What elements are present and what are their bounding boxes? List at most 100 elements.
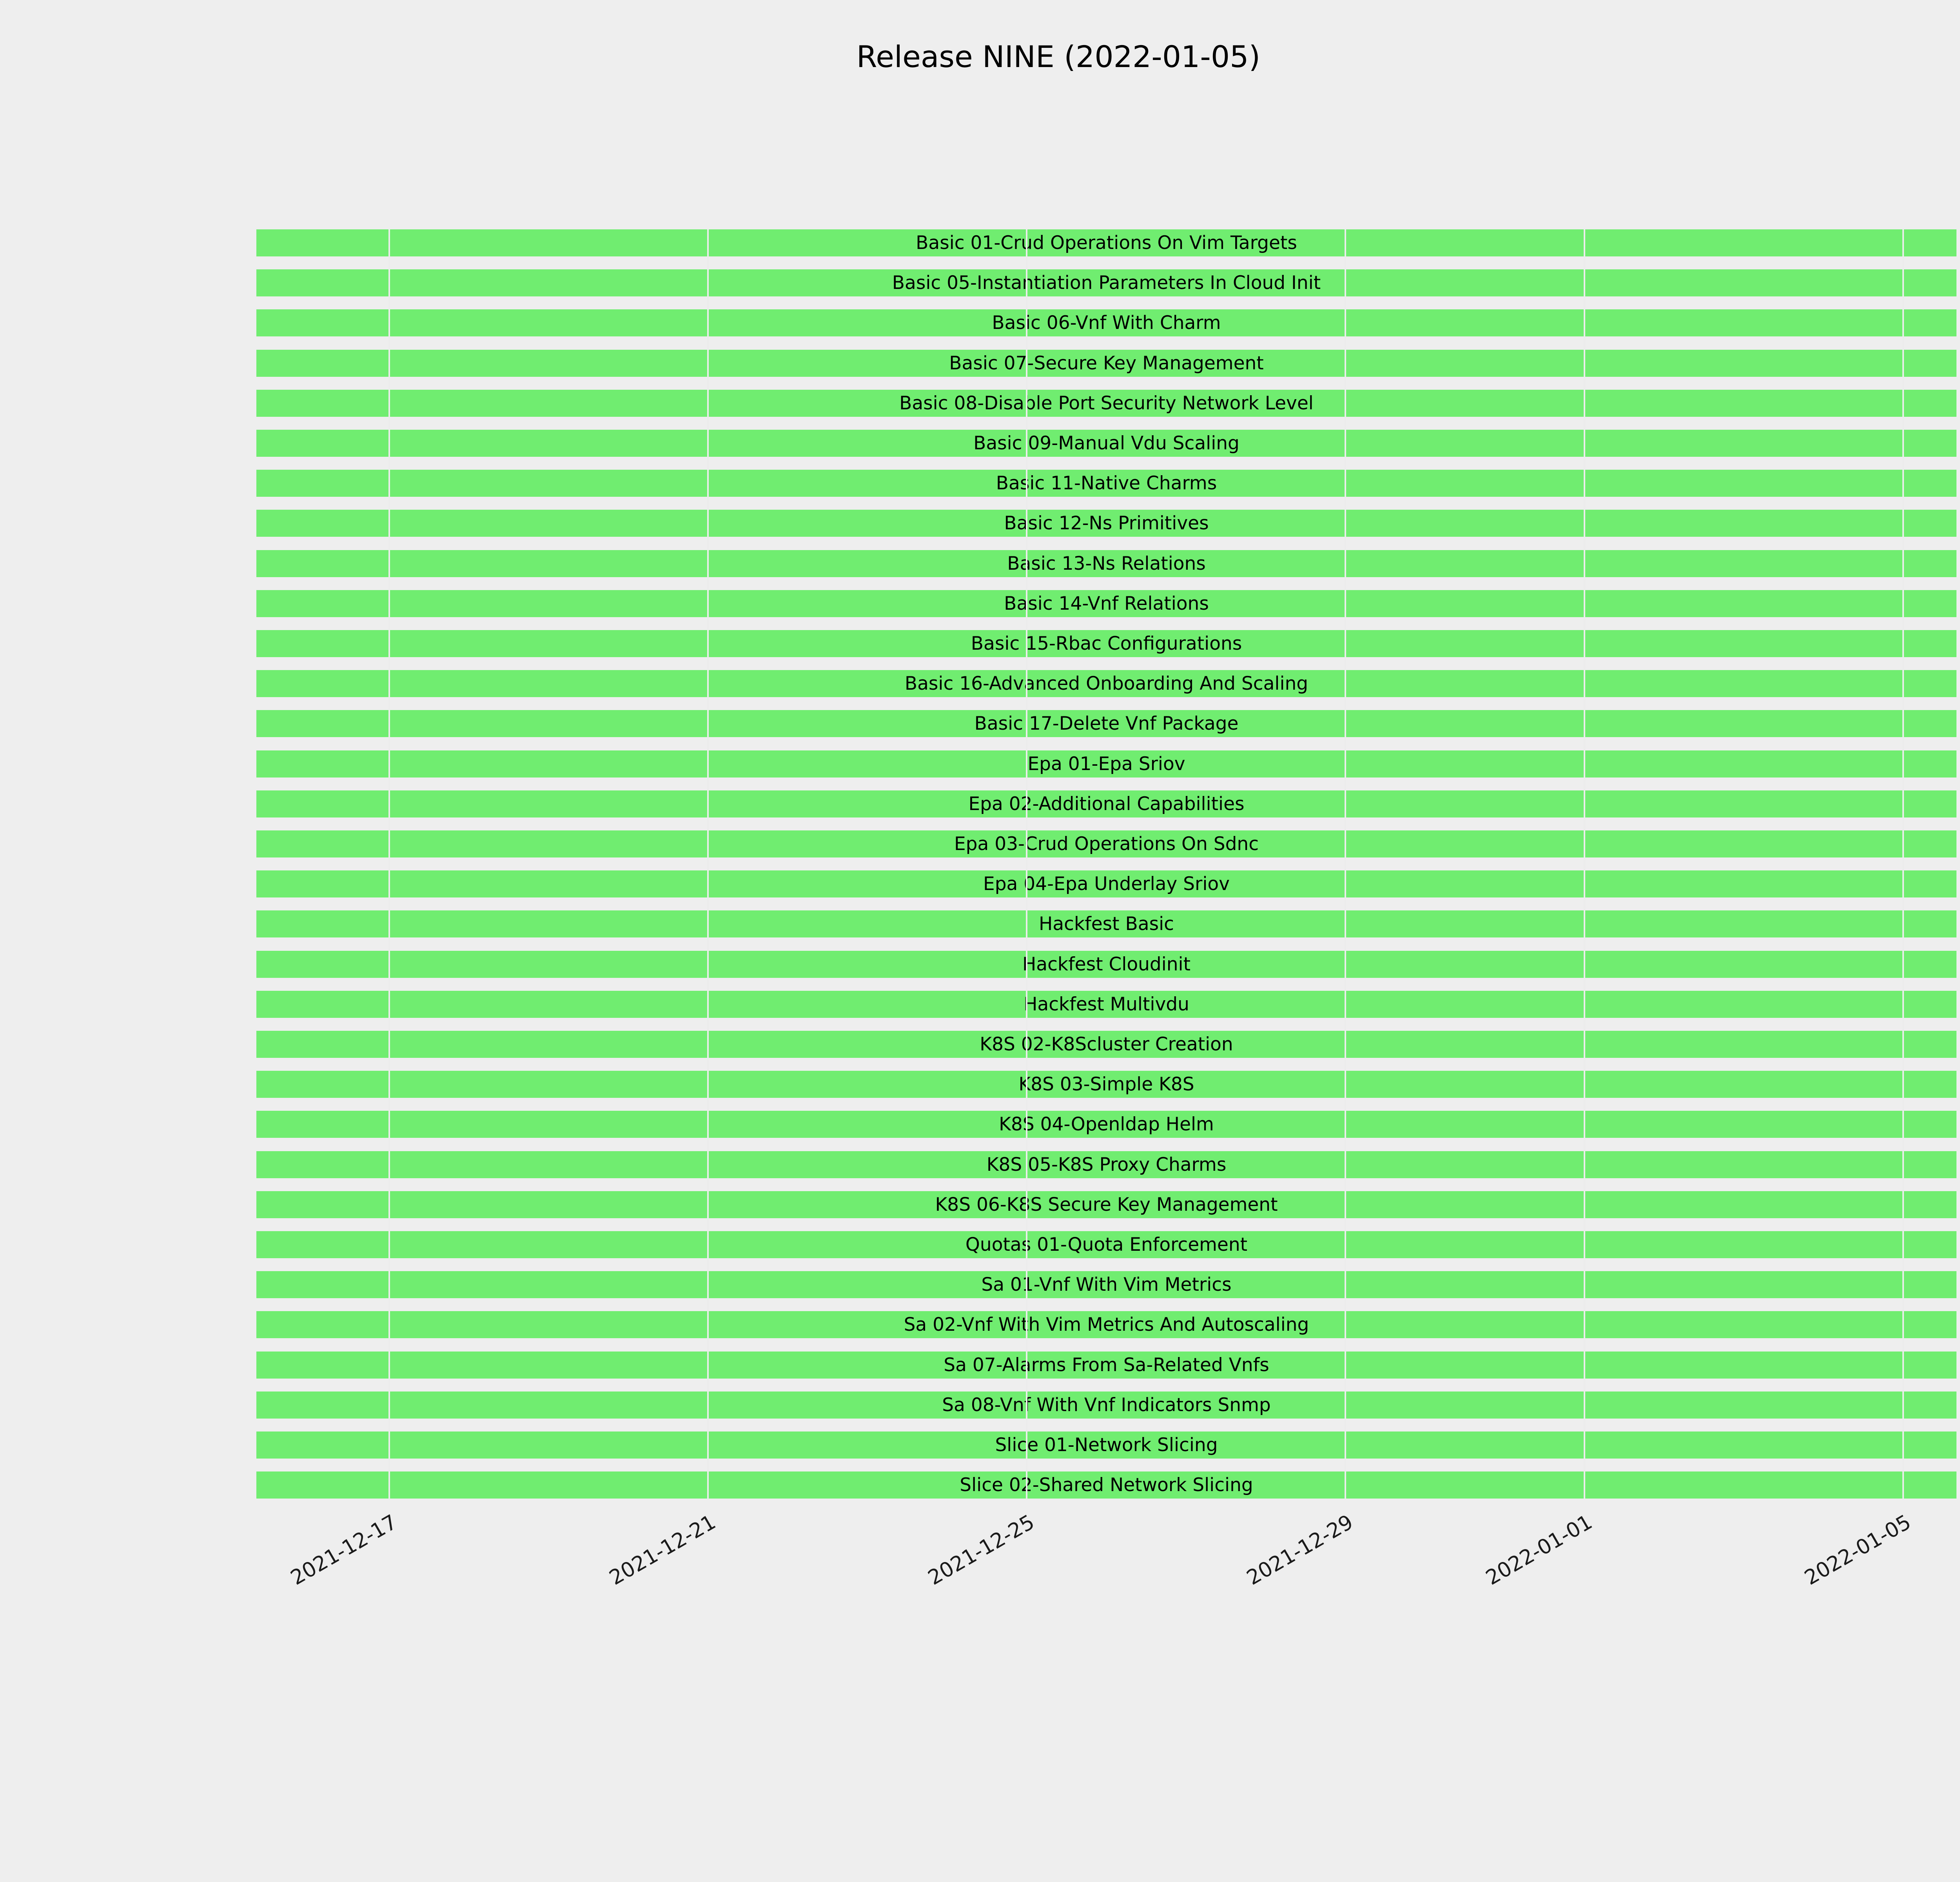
gantt-row: Basic 08-Disable Port Security Network L…: [256, 389, 1956, 417]
gantt-bar: Epa 02-Additional Capabilities: [256, 790, 1956, 817]
task-label: Basic 01-Crud Operations On Vim Targets: [916, 232, 1297, 254]
x-gridline: [1026, 229, 1028, 1499]
x-gridline: [1584, 229, 1586, 1499]
task-label: Hackfest Multivdu: [1024, 993, 1189, 1015]
task-label: Slice 02-Shared Network Slicing: [960, 1474, 1253, 1496]
task-label: Basic 08-Disable Port Security Network L…: [899, 392, 1314, 414]
gantt-row: Basic 01-Crud Operations On Vim Targets: [256, 229, 1956, 256]
task-label: Hackfest Cloudinit: [1022, 953, 1191, 975]
gantt-row: K8S 02-K8Scluster Creation: [256, 1031, 1956, 1058]
task-label: Basic 09-Manual Vdu Scaling: [973, 432, 1240, 454]
task-label: Basic 16-Advanced Onboarding And Scaling: [904, 673, 1308, 695]
gantt-row: Epa 03-Crud Operations On Sdnc: [256, 830, 1956, 857]
task-label: K8S 06-K8S Secure Key Management: [935, 1194, 1278, 1215]
task-label: Basic 12-Ns Primitives: [1004, 512, 1209, 534]
task-label: Epa 04-Epa Underlay Sriov: [983, 873, 1230, 895]
gantt-row: K8S 05-K8S Proxy Charms: [256, 1151, 1956, 1178]
gantt-row: Basic 05-Instantiation Parameters In Clo…: [256, 269, 1956, 297]
gantt-bar: Basic 01-Crud Operations On Vim Targets: [256, 229, 1956, 256]
gantt-bar: Sa 07-Alarms From Sa-Related Vnfs: [256, 1351, 1956, 1379]
gantt-bar: Sa 08-Vnf With Vnf Indicators Snmp: [256, 1391, 1956, 1419]
gantt-bar: Basic 09-Manual Vdu Scaling: [256, 430, 1956, 457]
gantt-bar: Basic 07-Secure Key Management: [256, 349, 1956, 377]
task-label: Basic 06-Vnf With Charm: [992, 312, 1221, 334]
gantt-row: Basic 16-Advanced Onboarding And Scaling: [256, 670, 1956, 698]
gantt-bar: Basic 13-Ns Relations: [256, 550, 1956, 577]
gantt-bar: Epa 03-Crud Operations On Sdnc: [256, 830, 1956, 857]
task-label: Sa 07-Alarms From Sa-Related Vnfs: [944, 1354, 1269, 1376]
gantt-row: K8S 06-K8S Secure Key Management: [256, 1191, 1956, 1218]
gantt-row: Basic 11-Native Charms: [256, 470, 1956, 497]
task-label: Basic 05-Instantiation Parameters In Clo…: [892, 272, 1321, 294]
gantt-bar: Basic 16-Advanced Onboarding And Scaling: [256, 670, 1956, 698]
gantt-row: Basic 15-Rbac Configurations: [256, 630, 1956, 657]
plot-area: Basic 01-Crud Operations On Vim Targets B…: [256, 229, 1956, 1499]
gantt-row: Basic 13-Ns Relations: [256, 550, 1956, 577]
gantt-row: Hackfest Basic: [256, 910, 1956, 938]
task-label: Epa 01-Epa Sriov: [1027, 753, 1185, 775]
x-tick-label: 2021-12-25: [924, 1510, 1039, 1590]
chart-title: Release NINE (2022-01-05): [856, 39, 1261, 74]
task-label: Basic 07-Secure Key Management: [949, 352, 1264, 374]
gantt-bar: Basic 11-Native Charms: [256, 470, 1956, 497]
gantt-bar: Epa 01-Epa Sriov: [256, 750, 1956, 778]
gantt-row: K8S 03-Simple K8S: [256, 1071, 1956, 1098]
x-gridline: [388, 229, 390, 1499]
gantt-bar: Basic 08-Disable Port Security Network L…: [256, 389, 1956, 417]
gantt-row: Slice 01-Network Slicing: [256, 1431, 1956, 1459]
gantt-bar: Sa 01-Vnf With Vim Metrics: [256, 1271, 1956, 1299]
task-label: K8S 04-Openldap Helm: [999, 1114, 1214, 1135]
gantt-row: Basic 06-Vnf With Charm: [256, 309, 1956, 337]
x-tick-label: 2021-12-21: [605, 1510, 720, 1590]
task-label: Slice 01-Network Slicing: [995, 1434, 1218, 1456]
gantt-row: Quotas 01-Quota Enforcement: [256, 1231, 1956, 1258]
gantt-row: Epa 02-Additional Capabilities: [256, 790, 1956, 817]
gantt-row: Basic 14-Vnf Relations: [256, 590, 1956, 617]
gantt-row: Basic 12-Ns Primitives: [256, 510, 1956, 537]
gantt-bar: K8S 04-Openldap Helm: [256, 1111, 1956, 1138]
x-tick-label: 2021-12-29: [1243, 1510, 1357, 1590]
gantt-row: Basic 17-Delete Vnf Package: [256, 710, 1956, 738]
gantt-row: K8S 04-Openldap Helm: [256, 1111, 1956, 1138]
task-label: Basic 17-Delete Vnf Package: [974, 713, 1239, 735]
x-tick-label: 2021-12-17: [287, 1510, 401, 1590]
gantt-bar: Hackfest Basic: [256, 910, 1956, 938]
gantt-bar: Basic 05-Instantiation Parameters In Clo…: [256, 269, 1956, 297]
gantt-bar: Quotas 01-Quota Enforcement: [256, 1231, 1956, 1258]
gantt-row: Epa 04-Epa Underlay Sriov: [256, 870, 1956, 898]
gantt-bar: K8S 06-K8S Secure Key Management: [256, 1191, 1956, 1218]
x-axis: 2021-12-17 2021-12-21 2021-12-25 2021-12-29…: [256, 1505, 1956, 1622]
task-label: Basic 13-Ns Relations: [1007, 552, 1206, 574]
gantt-bar: Basic 06-Vnf With Charm: [256, 309, 1956, 337]
task-label: K8S 03-Simple K8S: [1018, 1074, 1194, 1095]
gantt-row: Basic 09-Manual Vdu Scaling: [256, 430, 1956, 457]
gantt-bar: Slice 02-Shared Network Slicing: [256, 1471, 1956, 1499]
gantt-row: Sa 02-Vnf With Vim Metrics And Autoscali…: [256, 1311, 1956, 1339]
x-gridline: [1345, 229, 1347, 1499]
x-tick-label: 2022-01-01: [1482, 1510, 1597, 1590]
gantt-bar: Slice 01-Network Slicing: [256, 1431, 1956, 1459]
task-label: Sa 01-Vnf With Vim Metrics: [981, 1274, 1232, 1296]
task-label: Sa 02-Vnf With Vim Metrics And Autoscali…: [904, 1314, 1309, 1336]
gantt-bar: Basic 14-Vnf Relations: [256, 590, 1956, 617]
task-label: K8S 05-K8S Proxy Charms: [986, 1154, 1227, 1175]
gantt-bar: Basic 17-Delete Vnf Package: [256, 710, 1956, 738]
gantt-bar: K8S 02-K8Scluster Creation: [256, 1031, 1956, 1058]
task-label: Basic 11-Native Charms: [996, 472, 1217, 494]
task-label: Epa 02-Additional Capabilities: [968, 793, 1245, 815]
gantt-bar: Basic 12-Ns Primitives: [256, 510, 1956, 537]
gantt-bar: Epa 04-Epa Underlay Sriov: [256, 870, 1956, 898]
x-gridline: [1902, 229, 1904, 1499]
x-tick-label: 2022-01-05: [1800, 1510, 1915, 1590]
task-label: Basic 15-Rbac Configurations: [971, 633, 1242, 654]
gantt-row: Sa 01-Vnf With Vim Metrics: [256, 1271, 1956, 1299]
gantt-row: Sa 07-Alarms From Sa-Related Vnfs: [256, 1351, 1956, 1379]
gantt-row: Hackfest Cloudinit: [256, 950, 1956, 978]
task-label: Basic 14-Vnf Relations: [1004, 592, 1209, 614]
task-label: K8S 02-K8Scluster Creation: [980, 1034, 1233, 1055]
task-label: Epa 03-Crud Operations On Sdnc: [954, 833, 1259, 855]
task-label: Quotas 01-Quota Enforcement: [965, 1234, 1248, 1255]
gantt-bar: Basic 15-Rbac Configurations: [256, 630, 1956, 657]
gantt-bar: K8S 03-Simple K8S: [256, 1071, 1956, 1098]
